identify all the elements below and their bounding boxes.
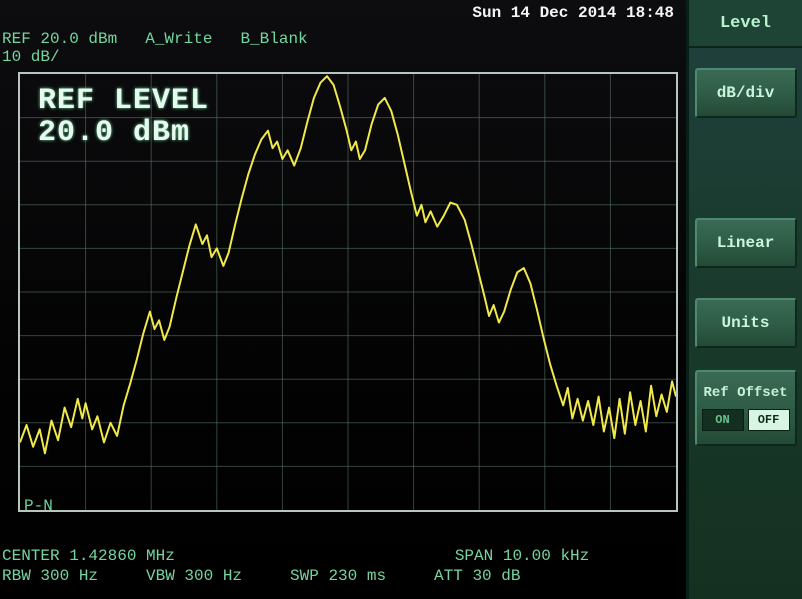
db-per-div-button[interactable]: dB/div — [695, 68, 797, 118]
trace-b-mode: B_Blank — [240, 30, 307, 48]
ref-offset-on[interactable]: ON — [702, 409, 744, 431]
ref-level-readout: REF 20.0 dBm — [2, 30, 117, 48]
center-freq-readout: CENTER 1.42860 MHz — [2, 547, 175, 565]
softkey-sidebar: Level dB/div Linear Units Ref Offset ON — [686, 0, 802, 599]
rbw-readout: RBW 300 Hz — [2, 567, 98, 585]
header-row: Sun 14 Dec 2014 18:48 — [2, 4, 682, 22]
ref-offset-button[interactable]: Ref Offset ON OFF — [695, 370, 797, 446]
ref-offset-toggle: ON OFF — [702, 409, 790, 431]
units-button[interactable]: Units — [695, 298, 797, 348]
units-button-label: Units — [721, 314, 769, 332]
db-per-div-readout: 10 dB/ — [2, 48, 60, 66]
span-readout: SPAN 10.00 kHz — [455, 547, 589, 565]
analyzer-screen: Sun 14 Dec 2014 18:48 REF 20.0 dBm A_Wri… — [0, 0, 802, 599]
att-readout: ATT 30 dB — [434, 567, 520, 585]
datetime-label: Sun 14 Dec 2014 18:48 — [472, 4, 674, 22]
footer-row-1: CENTER 1.42860 MHz SPAN 10.00 kHz — [2, 547, 676, 565]
status-row-1: REF 20.0 dBm A_Write B_Blank — [2, 30, 308, 48]
sidebar-title: Level — [689, 0, 802, 48]
ref-level-overlay: REF LEVEL 20.0 dBm — [38, 86, 209, 149]
vbw-readout: VBW 300 Hz — [146, 567, 242, 585]
swp-readout: SWP 230 ms — [290, 567, 386, 585]
footer-row-2: RBW 300 Hz VBW 300 Hz SWP 230 ms ATT 30 … — [2, 567, 676, 585]
ref-offset-off[interactable]: OFF — [748, 409, 790, 431]
linear-button-label: Linear — [717, 234, 775, 252]
db-per-div-button-label: dB/div — [717, 84, 775, 102]
pn-label: P-N — [24, 497, 53, 515]
trace-a-mode: A_Write — [145, 30, 212, 48]
status-row-2: 10 dB/ — [2, 48, 60, 66]
ref-offset-button-label: Ref Offset — [703, 385, 787, 401]
linear-button[interactable]: Linear — [695, 218, 797, 268]
